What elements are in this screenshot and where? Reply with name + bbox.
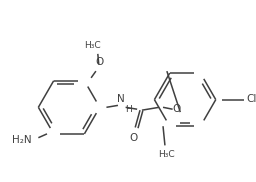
- Text: H₂N: H₂N: [12, 135, 32, 145]
- Text: O: O: [172, 104, 180, 114]
- Text: O: O: [95, 57, 104, 67]
- Text: Cl: Cl: [247, 94, 256, 104]
- Text: N: N: [117, 94, 125, 104]
- Text: H₃C: H₃C: [84, 41, 100, 50]
- Text: H₃C: H₃C: [158, 150, 175, 159]
- Text: H: H: [126, 105, 132, 114]
- Text: O: O: [129, 133, 137, 143]
